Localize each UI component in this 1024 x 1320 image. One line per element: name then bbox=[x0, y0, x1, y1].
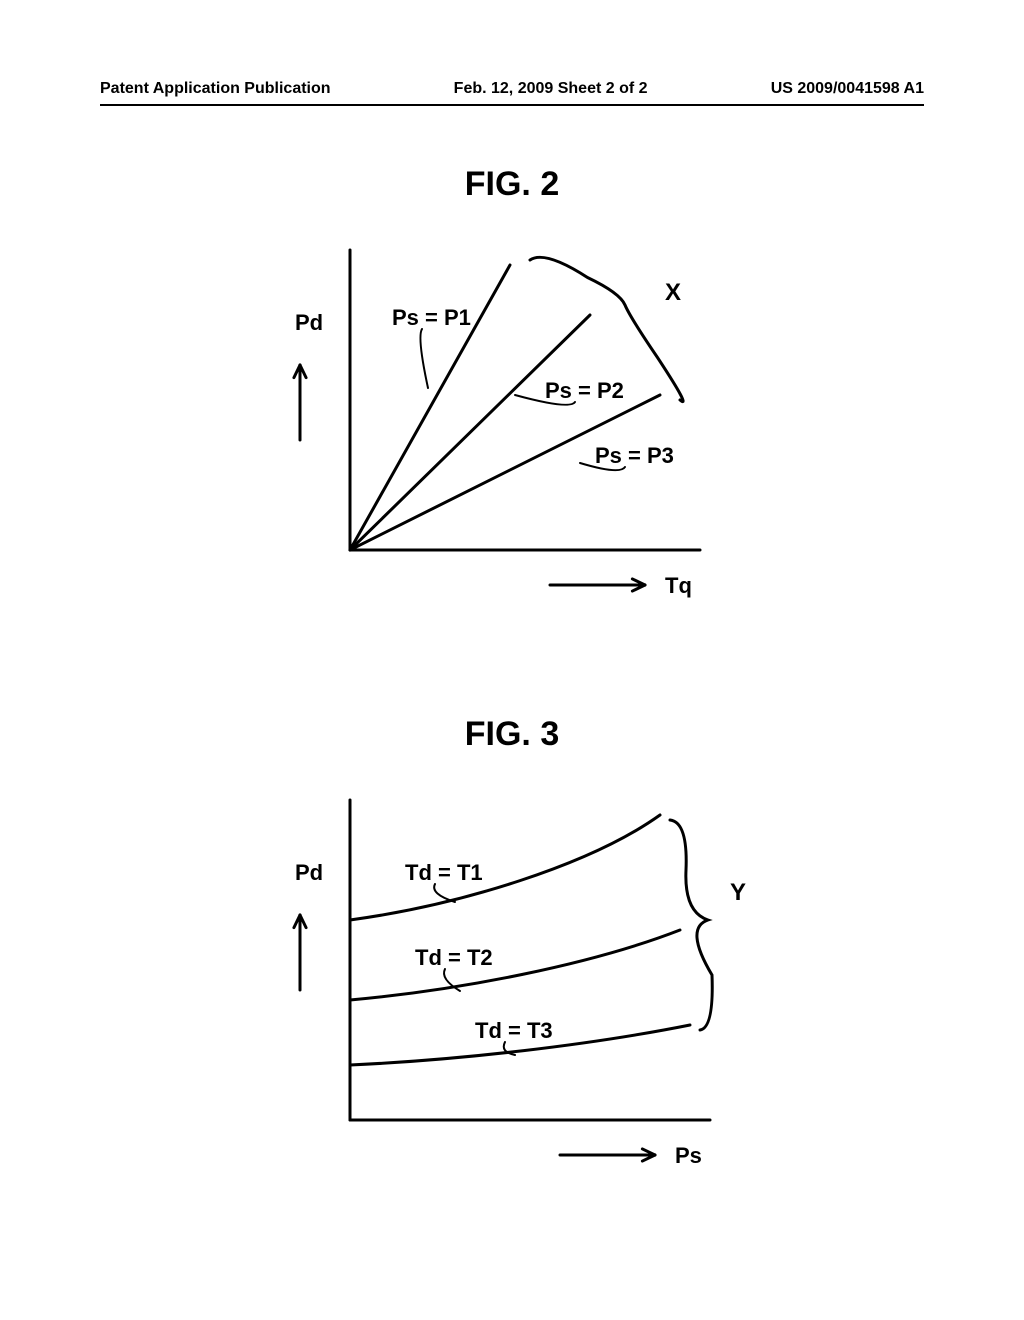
svg-text:Td = T1: Td = T1 bbox=[405, 860, 483, 885]
header-left: Patent Application Publication bbox=[100, 80, 331, 98]
fig2-title: FIG. 2 bbox=[0, 165, 1024, 204]
svg-text:Ps = P1: Ps = P1 bbox=[392, 305, 471, 330]
fig2-chart: Pd Tq Ps = P1 Ps = P2 Ps = P3 X bbox=[260, 220, 780, 625]
fig3-chart: Pd Ps Td = T1 Td = T2 Td = T3 Y bbox=[260, 770, 780, 1195]
header-center: Feb. 12, 2009 Sheet 2 of 2 bbox=[454, 80, 648, 98]
header-right: US 2009/0041598 A1 bbox=[771, 80, 924, 98]
svg-text:Ps: Ps bbox=[675, 1143, 702, 1168]
svg-text:Ps = P3: Ps = P3 bbox=[595, 443, 674, 468]
svg-text:Ps = P2: Ps = P2 bbox=[545, 378, 624, 403]
svg-text:Td = T2: Td = T2 bbox=[415, 945, 493, 970]
svg-text:X: X bbox=[665, 279, 681, 306]
svg-text:Tq: Tq bbox=[665, 573, 692, 598]
svg-text:Td = T3: Td = T3 bbox=[475, 1018, 553, 1043]
page-header: Patent Application Publication Feb. 12, … bbox=[0, 80, 1024, 98]
svg-text:Pd: Pd bbox=[295, 860, 323, 885]
fig3-title: FIG. 3 bbox=[0, 715, 1024, 754]
svg-text:Pd: Pd bbox=[295, 310, 323, 335]
svg-text:Y: Y bbox=[730, 879, 746, 906]
header-rule bbox=[100, 104, 924, 106]
